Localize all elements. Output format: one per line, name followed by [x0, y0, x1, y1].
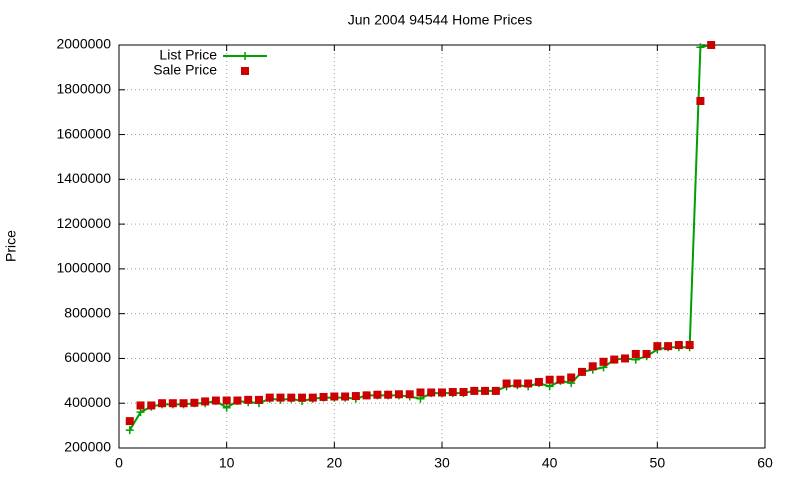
sale-point: [125, 417, 134, 426]
y-axis-label: Price: [3, 230, 19, 262]
x-tick-label: 50: [650, 455, 666, 471]
list-point: [136, 408, 145, 417]
sale-point: [319, 392, 328, 401]
x-tick-label: 30: [434, 455, 450, 471]
sale-point: [298, 393, 307, 402]
list-point: [222, 403, 231, 412]
x-tick-label: 40: [542, 455, 558, 471]
marker: [222, 403, 231, 412]
sale-point: [211, 396, 220, 405]
sale-point: [136, 401, 145, 410]
legend-marker: [241, 67, 249, 75]
sale-point: [707, 41, 716, 49]
y-tick-label: 1800000: [56, 80, 111, 96]
sale-point: [448, 388, 457, 397]
sale-point: [642, 349, 651, 358]
y-tick-label: 400000: [64, 394, 111, 410]
sale-point: [158, 399, 167, 408]
list-point: [125, 426, 134, 435]
sale-point: [254, 395, 263, 404]
y-tick-label: 1200000: [56, 215, 111, 231]
y-tick-label: 1600000: [56, 125, 111, 141]
sale-point: [427, 388, 436, 397]
sale-point: [653, 342, 662, 351]
sale-point: [577, 367, 586, 376]
marker: [696, 43, 705, 52]
sale-point: [287, 393, 296, 402]
list-point: [696, 43, 705, 52]
sale-point: [362, 391, 371, 400]
y-tick-label: 1400000: [56, 170, 111, 186]
sale-point: [265, 393, 274, 402]
plot-frame: [118, 44, 766, 449]
sale-point: [459, 388, 468, 397]
sale-point: [545, 375, 554, 384]
x-tick-label: 0: [115, 455, 123, 471]
sale-point: [416, 388, 425, 397]
y-tick-label: 1000000: [56, 260, 111, 276]
sale-point: [351, 392, 360, 401]
sale-point: [664, 342, 673, 351]
sale-point: [244, 395, 253, 404]
list-point: [545, 382, 554, 391]
x-tick-label: 10: [219, 455, 235, 471]
sale-point: [190, 398, 199, 407]
sale-point: [599, 357, 608, 366]
legend-marker: [241, 52, 249, 60]
y-tick-label: 2000000: [56, 36, 111, 52]
sale-point: [621, 354, 630, 363]
sale-point: [556, 375, 565, 384]
sale-point: [394, 390, 403, 399]
x-tick-label: 20: [327, 455, 343, 471]
sale-point: [610, 355, 619, 364]
sale-point: [534, 377, 543, 386]
sale-point: [696, 96, 705, 105]
sale-point: [201, 397, 210, 406]
sale-point: [491, 386, 500, 395]
sale-point: [276, 393, 285, 402]
sale-point: [481, 386, 490, 395]
sale-point: [222, 396, 231, 405]
sale-point: [524, 379, 533, 388]
sale-point: [168, 399, 177, 408]
sale-point: [502, 379, 511, 388]
sale-point: [685, 341, 694, 350]
sale-point: [567, 373, 576, 382]
sale-point: [373, 390, 382, 399]
legend-label: List Price: [159, 47, 217, 63]
sale-point: [308, 393, 317, 402]
series-line: [128, 44, 712, 431]
sale-point: [674, 341, 683, 350]
sale-point: [330, 392, 339, 401]
sale-point: [470, 386, 479, 395]
sale-point: [405, 390, 414, 399]
sale-point: [438, 388, 446, 397]
x-tick-label: 60: [757, 455, 773, 471]
marker: [545, 382, 554, 391]
sale-point: [631, 349, 640, 358]
chart-title: Jun 2004 94544 Home Prices: [348, 12, 532, 28]
sale-point: [341, 392, 350, 401]
y-tick-label: 200000: [64, 439, 111, 455]
y-tick-label: 600000: [64, 349, 111, 365]
legend-label: Sale Price: [153, 62, 217, 78]
marker: [136, 408, 145, 417]
y-tick-label: 800000: [64, 304, 111, 320]
sale-point: [588, 362, 597, 371]
sale-point: [384, 390, 393, 399]
marker: [125, 426, 134, 435]
sale-point: [147, 401, 156, 410]
sale-point: [233, 396, 242, 405]
sale-point: [179, 399, 188, 408]
sale-point: [513, 379, 522, 388]
